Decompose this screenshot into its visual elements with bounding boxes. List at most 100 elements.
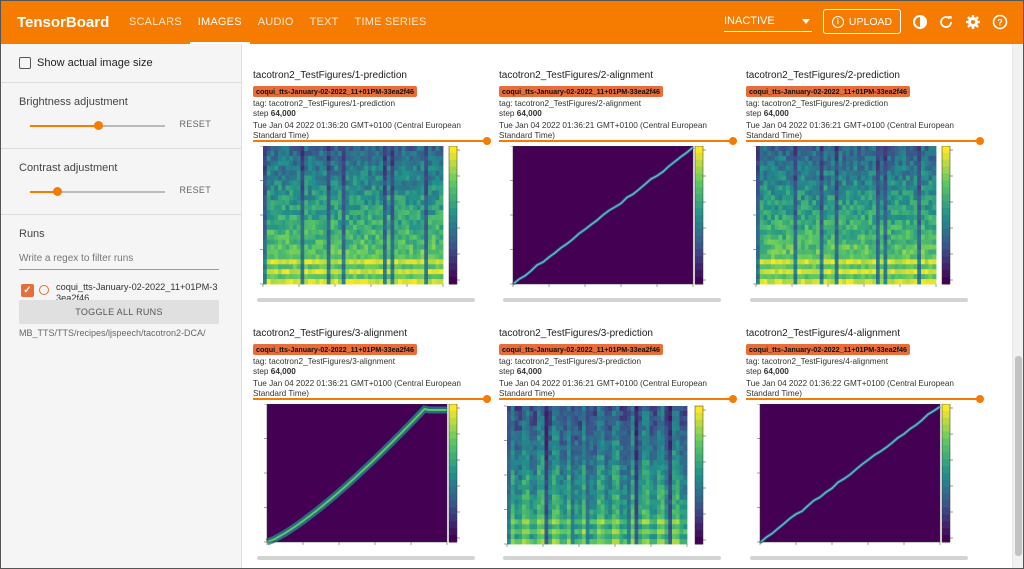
- run-checkbox[interactable]: ✓: [21, 284, 34, 297]
- settings-icon[interactable]: [965, 14, 981, 30]
- spectrogram-cell: [345, 165, 350, 172]
- show-actual-size-row[interactable]: Show actual image size: [1, 44, 241, 82]
- spectrogram-cell: [857, 269, 862, 275]
- spectrogram-cell: [612, 420, 617, 427]
- spectrogram-cell: [831, 180, 836, 186]
- step-slider[interactable]: [253, 137, 491, 145]
- tab-images[interactable]: IMAGES: [189, 1, 250, 44]
- show-actual-size-checkbox[interactable]: [19, 57, 31, 69]
- spectrogram-cell: [563, 494, 568, 501]
- spectrogram-cell: [563, 489, 568, 496]
- spectrogram-cell: [308, 175, 313, 181]
- spectrogram-cell: [808, 170, 813, 176]
- spectrogram-cell: [623, 465, 628, 471]
- tab-text[interactable]: TEXT: [309, 16, 339, 28]
- spectrogram-cell: [570, 499, 575, 505]
- run-color-dot[interactable]: [39, 285, 49, 295]
- spectrogram-cell: [308, 185, 313, 191]
- help-icon[interactable]: ?: [992, 14, 1008, 30]
- image-horizontal-scrollbar[interactable]: [750, 298, 968, 302]
- image-horizontal-scrollbar[interactable]: [750, 556, 968, 560]
- spectrogram-cell: [604, 455, 609, 461]
- spectrogram-cell: [593, 425, 598, 432]
- step-slider-thumb[interactable]: [483, 395, 491, 403]
- spectrogram-cell: [552, 406, 557, 412]
- scrollbar-thumb[interactable]: [1015, 356, 1022, 556]
- step-slider[interactable]: [499, 395, 737, 403]
- step-slider[interactable]: [746, 395, 984, 403]
- spectrogram-cell: [909, 224, 914, 231]
- brightness-slider[interactable]: [30, 121, 165, 130]
- spectrogram-cell: [555, 430, 560, 436]
- spectrogram-cell: [398, 180, 403, 186]
- spectrogram-cell: [300, 210, 305, 216]
- tab-audio[interactable]: AUDIO: [257, 16, 294, 28]
- spectrogram-cell: [808, 249, 813, 255]
- spectrogram-cell: [838, 175, 843, 181]
- spectrogram-cell: [304, 160, 309, 167]
- contrast-reset-button[interactable]: RESET: [179, 185, 211, 195]
- spectrogram-cell: [657, 465, 662, 471]
- spectrogram-cell: [330, 264, 335, 270]
- step-slider[interactable]: [746, 137, 984, 145]
- spectrogram-cell: [868, 170, 873, 176]
- image-horizontal-scrollbar[interactable]: [503, 298, 721, 302]
- spectrogram-cell: [349, 234, 354, 241]
- upload-button[interactable]: i UPLOAD: [823, 9, 901, 34]
- contrast-slider[interactable]: [30, 187, 165, 196]
- colorbar-segment: [942, 410, 950, 419]
- spectrogram-cell: [842, 170, 847, 176]
- spectrogram-cell: [653, 435, 658, 441]
- spectrogram-cell: [383, 264, 388, 270]
- step-slider-thumb[interactable]: [976, 137, 984, 145]
- step-slider-thumb[interactable]: [483, 137, 491, 145]
- tab-scalars[interactable]: SCALARS: [129, 16, 182, 28]
- image-horizontal-scrollbar[interactable]: [257, 556, 475, 560]
- brightness-icon[interactable]: [912, 14, 928, 30]
- spectrogram-cell: [428, 190, 433, 196]
- spectrogram-cell: [405, 175, 410, 181]
- spectrogram-cell: [326, 170, 331, 176]
- brightness-slider-thumb[interactable]: [93, 121, 103, 130]
- spectrogram-cell: [552, 524, 557, 530]
- step-slider[interactable]: [253, 395, 491, 403]
- spectrogram-cell: [767, 234, 772, 241]
- vertical-scrollbar[interactable]: [1012, 44, 1023, 568]
- spectrogram-cell: [604, 415, 609, 422]
- spectrogram-cell: [341, 170, 346, 176]
- spectrogram-cell: [906, 210, 911, 216]
- toggle-all-runs-button[interactable]: TOGGLE ALL RUNS: [19, 300, 219, 324]
- spectrogram-cell: [679, 529, 684, 535]
- step-slider[interactable]: [499, 137, 737, 145]
- run-list-item[interactable]: ✓ coqui_tts-January-02-2022_11+01PM-33ea…: [19, 282, 241, 306]
- step-slider-thumb[interactable]: [729, 395, 737, 403]
- spectrogram-cell: [801, 190, 806, 196]
- step-slider-thumb[interactable]: [729, 137, 737, 145]
- spectrogram-cell: [917, 165, 922, 172]
- spectrogram-cell: [861, 274, 866, 280]
- spectrogram-cell: [514, 529, 519, 535]
- spectrogram-cell: [816, 254, 821, 260]
- image-horizontal-scrollbar[interactable]: [503, 556, 721, 560]
- spectrogram-cell: [300, 269, 305, 275]
- spectrogram-cell: [898, 185, 903, 191]
- spectrogram-cell: [270, 155, 275, 162]
- spectrogram-cell: [371, 279, 376, 285]
- spectrogram-cell: [932, 160, 937, 167]
- spectrogram-cell: [428, 239, 433, 245]
- refresh-icon[interactable]: [938, 14, 954, 30]
- tab-time-series[interactable]: TIME SERIES: [354, 16, 427, 28]
- show-actual-size-section: Show actual image size: [1, 44, 241, 83]
- spectrogram-cell: [270, 229, 275, 236]
- spectrogram-cell: [304, 146, 309, 152]
- inactive-plugins-dropdown[interactable]: INACTIVE: [724, 12, 812, 32]
- figure-image: [499, 404, 725, 552]
- image-horizontal-scrollbar[interactable]: [257, 298, 475, 302]
- spectrogram-cell: [574, 494, 579, 501]
- spectrogram-cell: [883, 269, 888, 275]
- step-slider-thumb[interactable]: [976, 395, 984, 403]
- spectrogram-cell: [789, 249, 794, 255]
- run-filter-input[interactable]: [19, 248, 219, 270]
- contrast-slider-thumb[interactable]: [53, 187, 62, 196]
- brightness-reset-button[interactable]: RESET: [179, 119, 211, 129]
